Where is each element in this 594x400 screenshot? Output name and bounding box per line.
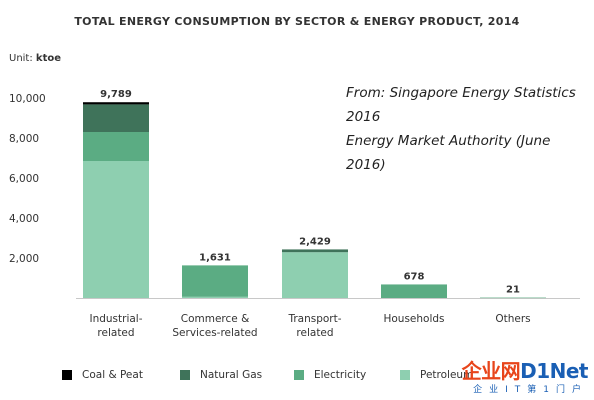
- unit-label-text: Unit:: [9, 53, 33, 64]
- bar-segment: [282, 252, 348, 298]
- y-tick-label: 2,000: [9, 253, 39, 265]
- y-tick-label: 4,000: [9, 213, 39, 225]
- y-tick-label: 6,000: [9, 173, 39, 185]
- legend-item: Electricity: [294, 369, 366, 381]
- bar-total-label: 2,429: [299, 236, 331, 247]
- bar-segment: [480, 297, 546, 299]
- watermark-sub: 企业IT第1门户: [473, 385, 588, 395]
- watermark-main: 企业网D1Net: [461, 355, 589, 384]
- legend-item: Coal & Peat: [62, 369, 143, 381]
- bar-segment: [381, 284, 447, 298]
- watermark-brand: D1Net: [520, 359, 588, 383]
- legend-swatch: [294, 370, 304, 380]
- x-category-label: related: [296, 327, 333, 339]
- unit-label: Unit: ktoe: [9, 53, 61, 64]
- x-category-label: Others: [495, 313, 530, 325]
- x-category-label: Households: [383, 313, 444, 325]
- legend-item: Natural Gas: [180, 369, 262, 381]
- legend: Coal & Peat Natural Gas Electricity Petrole…: [0, 369, 594, 389]
- y-tick-label: 10,000: [9, 93, 46, 105]
- x-category-label: Services-related: [172, 327, 257, 339]
- bar-segment: [83, 104, 149, 132]
- legend-label: Natural Gas: [200, 369, 263, 381]
- source-line-1: From: Singapore Energy Statistics 2016: [346, 85, 576, 125]
- source-annotation: From: Singapore Energy Statistics 2016 E…: [346, 81, 594, 177]
- x-category-label: related: [97, 327, 134, 339]
- bar-segment: [182, 296, 248, 298]
- legend-label: Coal & Peat: [82, 369, 143, 381]
- bar-segment: [83, 132, 149, 161]
- y-tick-label: 8,000: [9, 133, 39, 145]
- bar-segment: [83, 161, 149, 298]
- legend-swatch: [62, 370, 72, 380]
- legend-swatch: [180, 370, 190, 380]
- x-category-label: Commerce &: [181, 313, 250, 325]
- bar-segment: [282, 249, 348, 253]
- source-line-2: Energy Market Authority (June 2016): [346, 133, 551, 173]
- watermark-main-text: 企业网: [461, 359, 521, 383]
- bar-segment: [182, 265, 248, 297]
- bar-total-label: 678: [404, 271, 425, 282]
- chart-title: TOTAL ENERGY CONSUMPTION BY SECTOR & ENE…: [74, 15, 520, 28]
- unit-value: ktoe: [35, 53, 62, 64]
- bar-total-label: 9,789: [100, 89, 132, 100]
- x-category-label: Transport-: [287, 313, 341, 325]
- bar-total-label: 21: [506, 285, 520, 296]
- legend-item: Petroleum: [400, 369, 473, 381]
- watermark-logo: 企业网D1Net 企业IT第1门户: [461, 355, 589, 395]
- legend-swatch: [400, 370, 410, 380]
- legend-label: Petroleum: [420, 369, 474, 381]
- bar-total-label: 1,631: [199, 252, 231, 263]
- x-category-label: Industrial-: [89, 313, 142, 325]
- bar-segment: [83, 102, 149, 105]
- legend-label: Electricity: [314, 369, 367, 381]
